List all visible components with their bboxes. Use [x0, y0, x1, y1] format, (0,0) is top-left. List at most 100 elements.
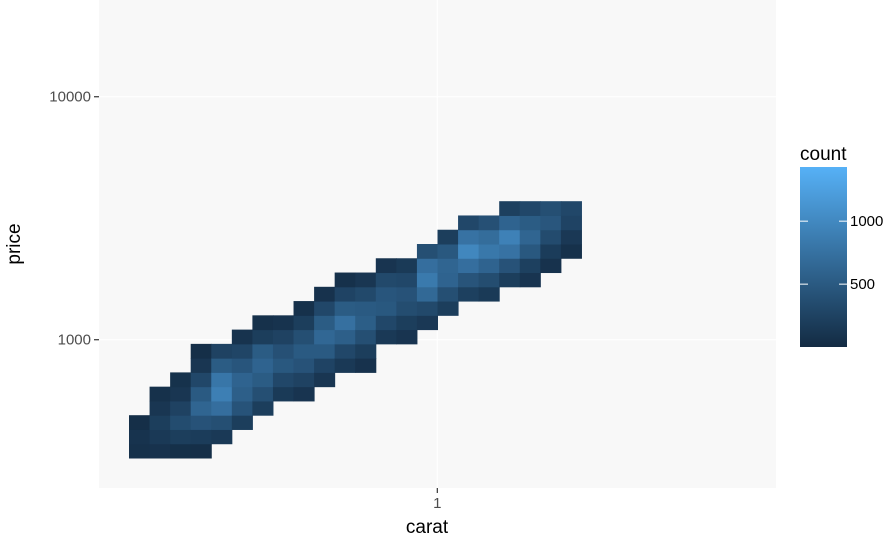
- heatmap-tile: [437, 272, 459, 288]
- heatmap-tile: [416, 286, 438, 302]
- heatmap-tile: [272, 329, 295, 345]
- heatmap-tile: [314, 358, 336, 373]
- heatmap-tile: [170, 429, 192, 445]
- heatmap-tile: [375, 258, 397, 274]
- heatmap-tile: [211, 400, 233, 416]
- heatmap-tile: [252, 400, 274, 416]
- heatmap-tile: [499, 215, 521, 231]
- heatmap-tile: [293, 386, 315, 402]
- heatmap-tile: [416, 301, 438, 316]
- heatmap-tile: [211, 386, 233, 402]
- heatmap-tile: [499, 201, 521, 216]
- legend-tick-label: 1000: [850, 213, 883, 230]
- heatmap-tile: [416, 272, 438, 288]
- heatmap-tile: [540, 201, 562, 216]
- heatmap-tile: [293, 301, 315, 316]
- heatmap-tile: [334, 358, 356, 373]
- heatmap-tiles: [129, 201, 582, 459]
- heatmap-tile: [334, 301, 356, 316]
- heatmap-tile: [252, 386, 274, 402]
- heatmap-tile: [252, 315, 274, 331]
- heatmap-tile: [355, 301, 377, 316]
- heatmap-tile: [519, 215, 541, 231]
- heatmap-tile: [149, 400, 171, 416]
- heatmap-tile: [129, 415, 151, 430]
- heatmap-tile: [416, 315, 438, 331]
- heatmap-tile: [149, 386, 171, 402]
- heatmap-tile: [211, 415, 233, 430]
- legend-tick-label: 500: [850, 276, 875, 293]
- heatmap-tile: [334, 329, 356, 345]
- heatmap-tile: [334, 272, 356, 288]
- heatmap-tile: [314, 286, 336, 302]
- heatmap-tile: [396, 272, 418, 288]
- legend-ticks: 500 1000: [800, 213, 883, 293]
- heatmap-tile: [478, 229, 500, 245]
- heatmap-tile: [170, 443, 192, 459]
- heatmap-tile: [252, 372, 274, 388]
- heatmap-tile: [478, 244, 500, 259]
- heatmap-tile: [458, 244, 480, 259]
- heatmap-tile: [437, 301, 459, 316]
- heatmap-tile: [375, 329, 397, 345]
- heatmap-tile: [149, 443, 171, 459]
- heatmap-tile: [211, 429, 233, 445]
- heatmap-tile: [396, 329, 418, 345]
- heatmap-tile: [190, 343, 212, 359]
- heatmap-tile: [314, 329, 336, 345]
- heatmap-tile: [540, 258, 562, 274]
- heatmap-tile: [170, 415, 192, 430]
- heatmap-tile: [231, 343, 253, 359]
- heatmap-tile: [231, 415, 253, 430]
- heatmap-tile: [396, 258, 418, 274]
- heatmap-tile: [478, 258, 500, 274]
- heatmap-tile: [478, 215, 500, 231]
- heatmap-tile: [170, 400, 192, 416]
- heatmap-tile: [149, 429, 171, 445]
- heatmap-tile: [272, 343, 295, 359]
- y-axis: 1000 10000: [49, 89, 99, 349]
- heatmap-tile: [458, 215, 480, 231]
- heatmap-tile: [519, 229, 541, 245]
- heatmap-tile: [540, 229, 562, 245]
- heatmap-tile: [252, 329, 274, 345]
- heatmap-tile: [355, 329, 377, 345]
- heatmap-tile: [355, 315, 377, 331]
- heatmap-tile: [560, 244, 582, 259]
- heatmap-tile: [190, 400, 212, 416]
- heatmap-tile: [437, 244, 459, 259]
- heatmap-tile: [540, 244, 562, 259]
- x-axis: 1: [433, 488, 441, 512]
- heatmap-tile: [519, 258, 541, 274]
- heatmap-tile: [252, 343, 274, 359]
- heatmap-tile: [129, 443, 151, 459]
- heatmap-tile: [560, 215, 582, 231]
- heatmap-tile: [170, 386, 192, 402]
- heatmap-tile: [272, 358, 295, 373]
- heatmap-tile: [499, 244, 521, 259]
- heatmap-tile: [396, 315, 418, 331]
- heatmap-tile: [437, 229, 459, 245]
- y-axis-title: price: [4, 223, 25, 264]
- heatmap-tile: [231, 358, 253, 373]
- heatmap-tile: [396, 286, 418, 302]
- heatmap-tile: [211, 372, 233, 388]
- heatmap-tile: [416, 244, 438, 259]
- heatmap-tile: [478, 286, 500, 302]
- heatmap-tile: [355, 358, 377, 373]
- heatmap-tile: [231, 400, 253, 416]
- heatmap-tile: [211, 343, 233, 359]
- heatmap-tile: [540, 215, 562, 231]
- heatmap-tile: [355, 286, 377, 302]
- heatmap-tile: [458, 272, 480, 288]
- heatmap-tile: [519, 201, 541, 216]
- heatmap-tile: [375, 286, 397, 302]
- heatmap-tile: [149, 415, 171, 430]
- heatmap-tile: [129, 429, 151, 445]
- heatmap-tile: [458, 229, 480, 245]
- heatmap-tile: [458, 258, 480, 274]
- heatmap-tile: [314, 372, 336, 388]
- heatmap-tile: [560, 229, 582, 245]
- heatmap-tile: [190, 443, 212, 459]
